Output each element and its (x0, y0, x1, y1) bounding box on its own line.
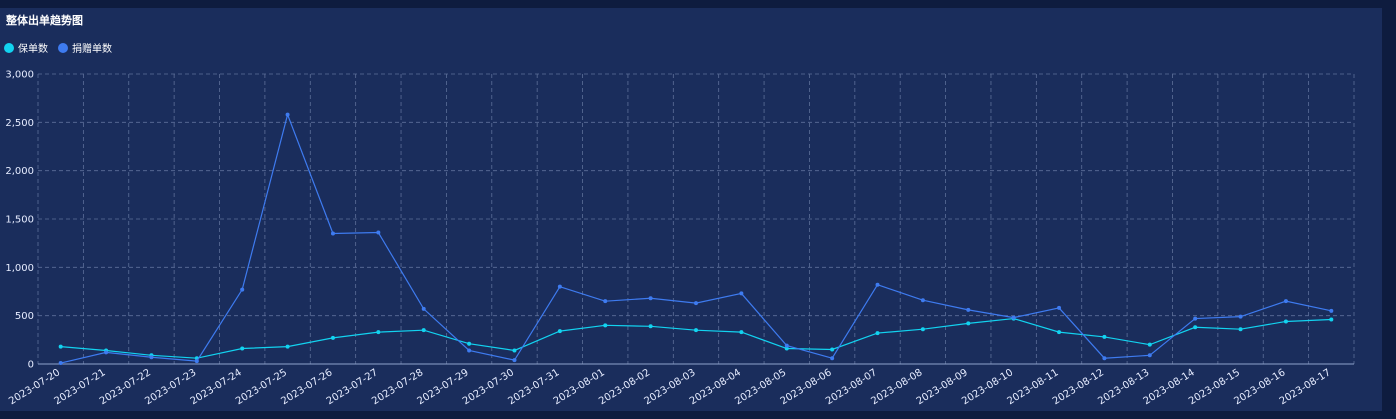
data-point (830, 347, 835, 352)
data-point (966, 307, 971, 312)
legend-item-policies[interactable]: 保单数 (4, 40, 48, 55)
data-point (830, 356, 835, 361)
data-point (1102, 356, 1107, 361)
y-tick-label: 500 (15, 311, 34, 322)
data-point (1193, 325, 1198, 330)
data-point (512, 348, 517, 353)
series-line (60, 317, 1332, 359)
y-tick-label: 1,500 (5, 215, 34, 226)
data-point (421, 306, 426, 311)
data-point (1283, 299, 1288, 304)
data-point (694, 328, 698, 333)
data-point (149, 355, 154, 360)
data-point (603, 323, 608, 328)
chart-legend: 保单数 捐赠单数 (4, 40, 112, 55)
data-point (1329, 317, 1334, 322)
y-tick-label: 0 (28, 360, 34, 371)
data-point (739, 330, 744, 335)
legend-marker-policies (4, 42, 14, 53)
data-point (1329, 308, 1334, 313)
data-point (376, 330, 381, 335)
data-point (694, 301, 698, 306)
data-point (920, 298, 925, 303)
data-point (330, 335, 335, 340)
data-point (512, 358, 517, 363)
data-point (1011, 315, 1016, 320)
legend-item-donations[interactable]: 捐赠单数 (58, 40, 112, 55)
data-point (557, 284, 562, 289)
data-point (285, 344, 290, 349)
data-point (1057, 305, 1062, 310)
data-point (467, 341, 472, 346)
data-point (648, 324, 653, 329)
data-point (1283, 319, 1288, 324)
data-point (467, 348, 472, 353)
data-point (648, 296, 653, 301)
data-point (1102, 334, 1107, 339)
data-point (557, 329, 562, 334)
data-point (194, 359, 199, 364)
y-tick-label: 2,500 (5, 118, 34, 129)
data-point (58, 344, 63, 349)
chart-title: 整体出单趋势图 (6, 14, 83, 27)
data-point (966, 321, 971, 326)
y-tick-label: 2,000 (5, 166, 34, 177)
series-line (60, 112, 1332, 364)
data-point (603, 299, 608, 304)
data-point (1147, 353, 1152, 358)
data-point (739, 291, 744, 296)
data-point (875, 331, 880, 336)
y-tick-label: 1,000 (5, 263, 34, 274)
data-point (920, 327, 925, 332)
data-point (58, 361, 63, 366)
y-tick-label: 3,000 (5, 70, 34, 81)
data-point (285, 112, 290, 117)
data-point (1147, 342, 1152, 347)
data-point (1193, 316, 1198, 321)
legend-label-policies: 保单数 (18, 44, 48, 55)
data-point (875, 282, 880, 287)
data-point (240, 346, 245, 351)
x-tick-label: 2023-08-17 (1278, 367, 1333, 407)
data-point (421, 328, 426, 333)
legend-label-donations: 捐赠单数 (72, 44, 112, 55)
data-point (330, 231, 335, 236)
data-point (1057, 330, 1062, 335)
data-point (240, 287, 245, 292)
legend-marker-donations (58, 42, 68, 53)
data-point (104, 350, 109, 355)
data-point (1238, 327, 1243, 332)
data-point (376, 230, 381, 235)
data-point (784, 346, 789, 351)
data-point (1238, 314, 1243, 319)
data-point (784, 343, 789, 348)
